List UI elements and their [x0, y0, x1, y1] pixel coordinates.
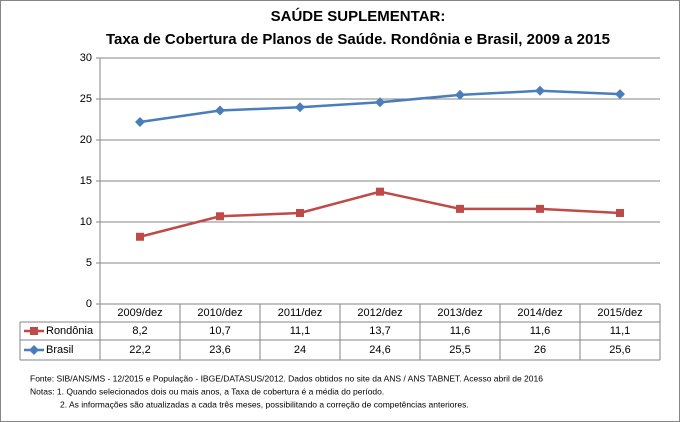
table-value: 8,2 [132, 325, 147, 337]
x-tick-label: 2009/dez [117, 307, 162, 319]
point [455, 89, 465, 100]
table-value: 13,7 [369, 325, 390, 337]
table-value: 24 [294, 344, 306, 356]
chart-subtitle: Taxa de Cobertura de Planos de Saúde. Ro… [106, 31, 610, 48]
chart-title: SAÚDE SUPLEMENTAR: [271, 7, 446, 25]
point [375, 97, 385, 108]
point [536, 204, 544, 213]
x-tick-label: 2010/dez [197, 307, 242, 319]
note: Notas: 1. Quando selecionados dois ou ma… [30, 386, 384, 396]
point [296, 208, 304, 217]
y-tick-label: 0 [86, 298, 92, 310]
legend-marker [29, 345, 39, 355]
table-value: 24,6 [369, 344, 390, 356]
table-value: 11,1 [290, 325, 311, 337]
point [135, 116, 145, 127]
table-value: 10,7 [209, 325, 230, 337]
table-value: 11,1 [610, 325, 631, 337]
table-value: 25,6 [609, 344, 630, 356]
y-tick-label: 15 [80, 175, 92, 187]
point [376, 187, 384, 196]
point [215, 105, 225, 116]
legend-label: Rondônia [46, 325, 94, 337]
x-tick-label: 2012/dez [357, 307, 402, 319]
table-value: 25,5 [449, 344, 470, 356]
y-tick-label: 25 [80, 93, 92, 105]
x-tick-label: 2014/dez [517, 307, 562, 319]
table-value: 23,6 [209, 344, 230, 356]
y-tick-label: 10 [80, 216, 92, 228]
point [616, 208, 624, 217]
source-note: Fonte: SIB/ANS/MS - 12/2015 e População … [30, 373, 543, 383]
y-tick-label: 20 [80, 134, 92, 146]
point [136, 232, 144, 241]
point [295, 102, 305, 113]
point [535, 85, 545, 96]
y-tick-label: 30 [80, 52, 92, 64]
point [216, 212, 224, 221]
table-value: 11,6 [530, 325, 551, 337]
point [615, 89, 625, 100]
point [456, 204, 464, 213]
legend-marker [30, 327, 38, 335]
table-value: 11,6 [450, 325, 471, 337]
x-tick-label: 2015/dez [597, 307, 642, 319]
legend-label: Brasil [46, 344, 74, 356]
table-value: 26 [534, 344, 546, 356]
x-tick-label: 2011/dez [278, 307, 322, 319]
table-value: 22,2 [129, 344, 150, 356]
y-tick-label: 5 [86, 257, 92, 269]
note: 2. As informações são atualizadas a cada… [60, 399, 469, 409]
x-tick-label: 2013/dez [437, 307, 482, 319]
